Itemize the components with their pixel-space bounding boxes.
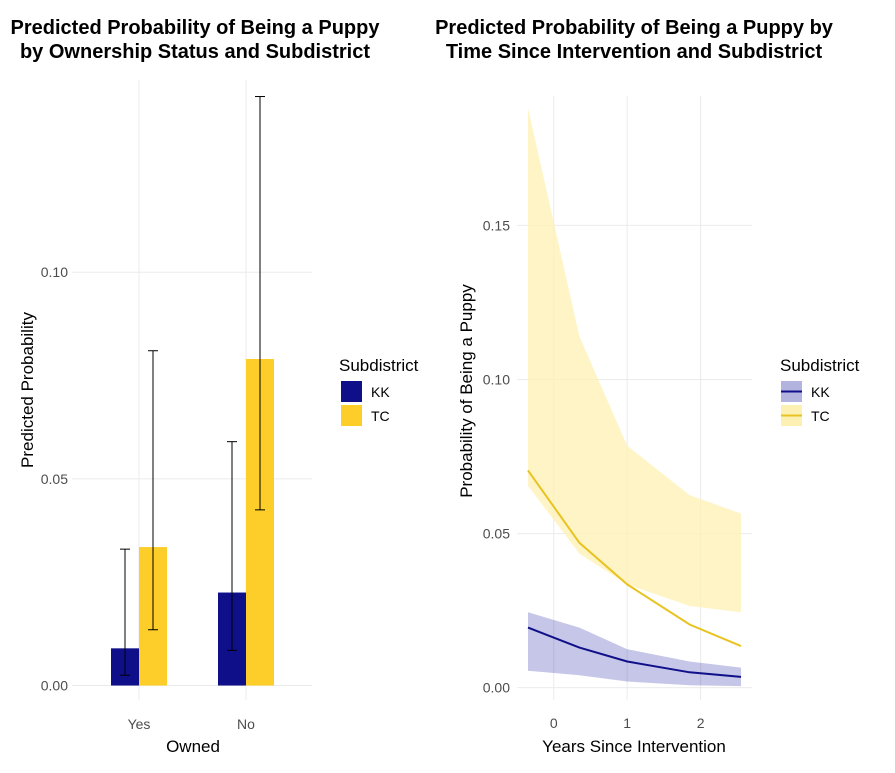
right-x-axis-label: Years Since Intervention — [542, 737, 726, 756]
ribbon-tc — [528, 108, 741, 613]
right-x-tick-label: 1 — [623, 715, 631, 731]
right-legend-label-kk: KK — [811, 384, 830, 400]
left-chart-title: by Ownership Status and Subdistrict — [20, 41, 370, 63]
right-legend-label-tc: TC — [811, 408, 830, 424]
right-x-tick-label: 2 — [697, 715, 705, 731]
left-y-axis-label: Predicted Probability — [18, 312, 37, 468]
right-y-tick-label: 0.05 — [483, 526, 510, 542]
left-legend-key-kk — [341, 381, 362, 402]
left-x-axis-label: Owned — [166, 737, 220, 756]
left-x-tick-label: Yes — [128, 716, 151, 732]
line-tc — [527, 469, 742, 648]
right-y-tick-label: 0.00 — [483, 680, 510, 696]
right-chart-title: Predicted Probability of Being a Puppy b… — [435, 17, 834, 39]
right-y-tick-label: 0.10 — [483, 372, 510, 388]
left-y-tick-label: 0.00 — [41, 678, 68, 694]
left-legend-label-kk: KK — [371, 384, 390, 400]
left-y-tick-label: 0.10 — [41, 264, 68, 280]
left-x-tick-label: No — [237, 716, 255, 732]
left-legend-label-tc: TC — [371, 408, 390, 424]
left-chart-title: Predicted Probability of Being a Puppy — [11, 17, 381, 39]
right-x-tick-label: 0 — [550, 715, 558, 731]
right-legend-title: Subdistrict — [780, 356, 860, 375]
ribbon-kk — [528, 612, 741, 687]
left-legend-title: Subdistrict — [339, 356, 419, 375]
right-y-axis-label: Probability of Being a Puppy — [457, 284, 476, 498]
line-kk — [527, 626, 742, 678]
right-y-tick-label: 0.15 — [483, 217, 510, 233]
right-chart-title: Time Since Intervention and Subdistrict — [446, 41, 823, 63]
left-y-tick-label: 0.05 — [41, 471, 68, 487]
left-legend-key-tc — [341, 405, 362, 426]
